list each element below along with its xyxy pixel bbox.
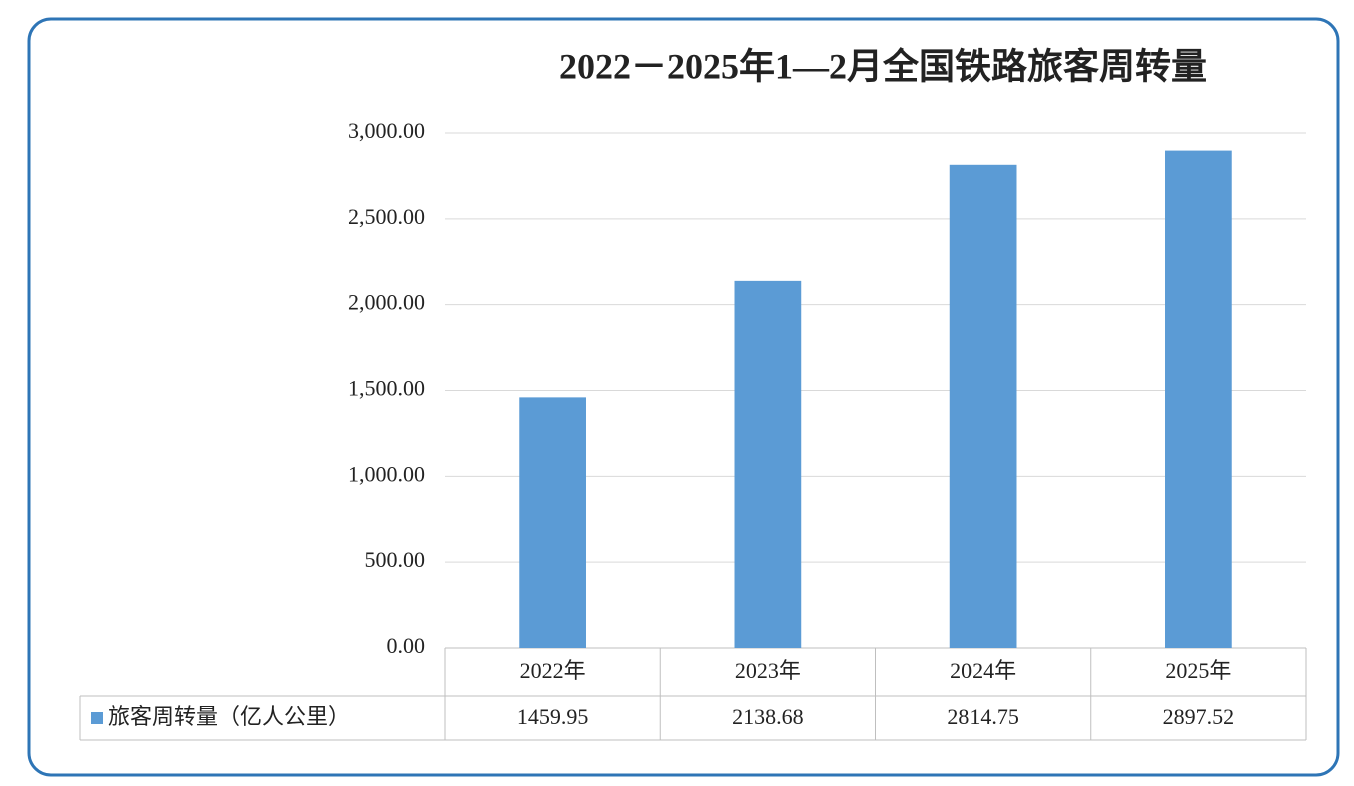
- legend-label: 旅客周转量（亿人公里）: [108, 704, 350, 729]
- legend-swatch: [91, 712, 103, 724]
- table-value: 1459.95: [517, 704, 589, 729]
- chart-title: 2022－2025年1—2月全国铁路旅客周转量: [559, 45, 1207, 86]
- bar: [734, 280, 802, 648]
- y-tick-label: 0.00: [387, 633, 426, 658]
- x-tick-label: 2024年: [950, 658, 1016, 683]
- y-tick-label: 2,000.00: [348, 290, 425, 315]
- y-tick-label: 1,500.00: [348, 376, 425, 401]
- x-tick-label: 2025年: [1165, 658, 1231, 683]
- y-tick-label: 2,500.00: [348, 204, 425, 229]
- table-value: 2897.52: [1163, 704, 1235, 729]
- bar: [1165, 150, 1232, 648]
- table-value: 2138.68: [732, 704, 804, 729]
- chart-frame: [27, 17, 1340, 777]
- y-tick-label: 500.00: [365, 547, 426, 572]
- table-value: 2814.75: [947, 704, 1019, 729]
- x-tick-label: 2023年: [735, 658, 801, 683]
- bar: [949, 164, 1017, 648]
- x-tick-label: 2022年: [520, 658, 586, 683]
- bar: [519, 397, 586, 648]
- y-tick-label: 1,000.00: [348, 461, 425, 486]
- y-tick-label: 3,000.00: [348, 118, 425, 143]
